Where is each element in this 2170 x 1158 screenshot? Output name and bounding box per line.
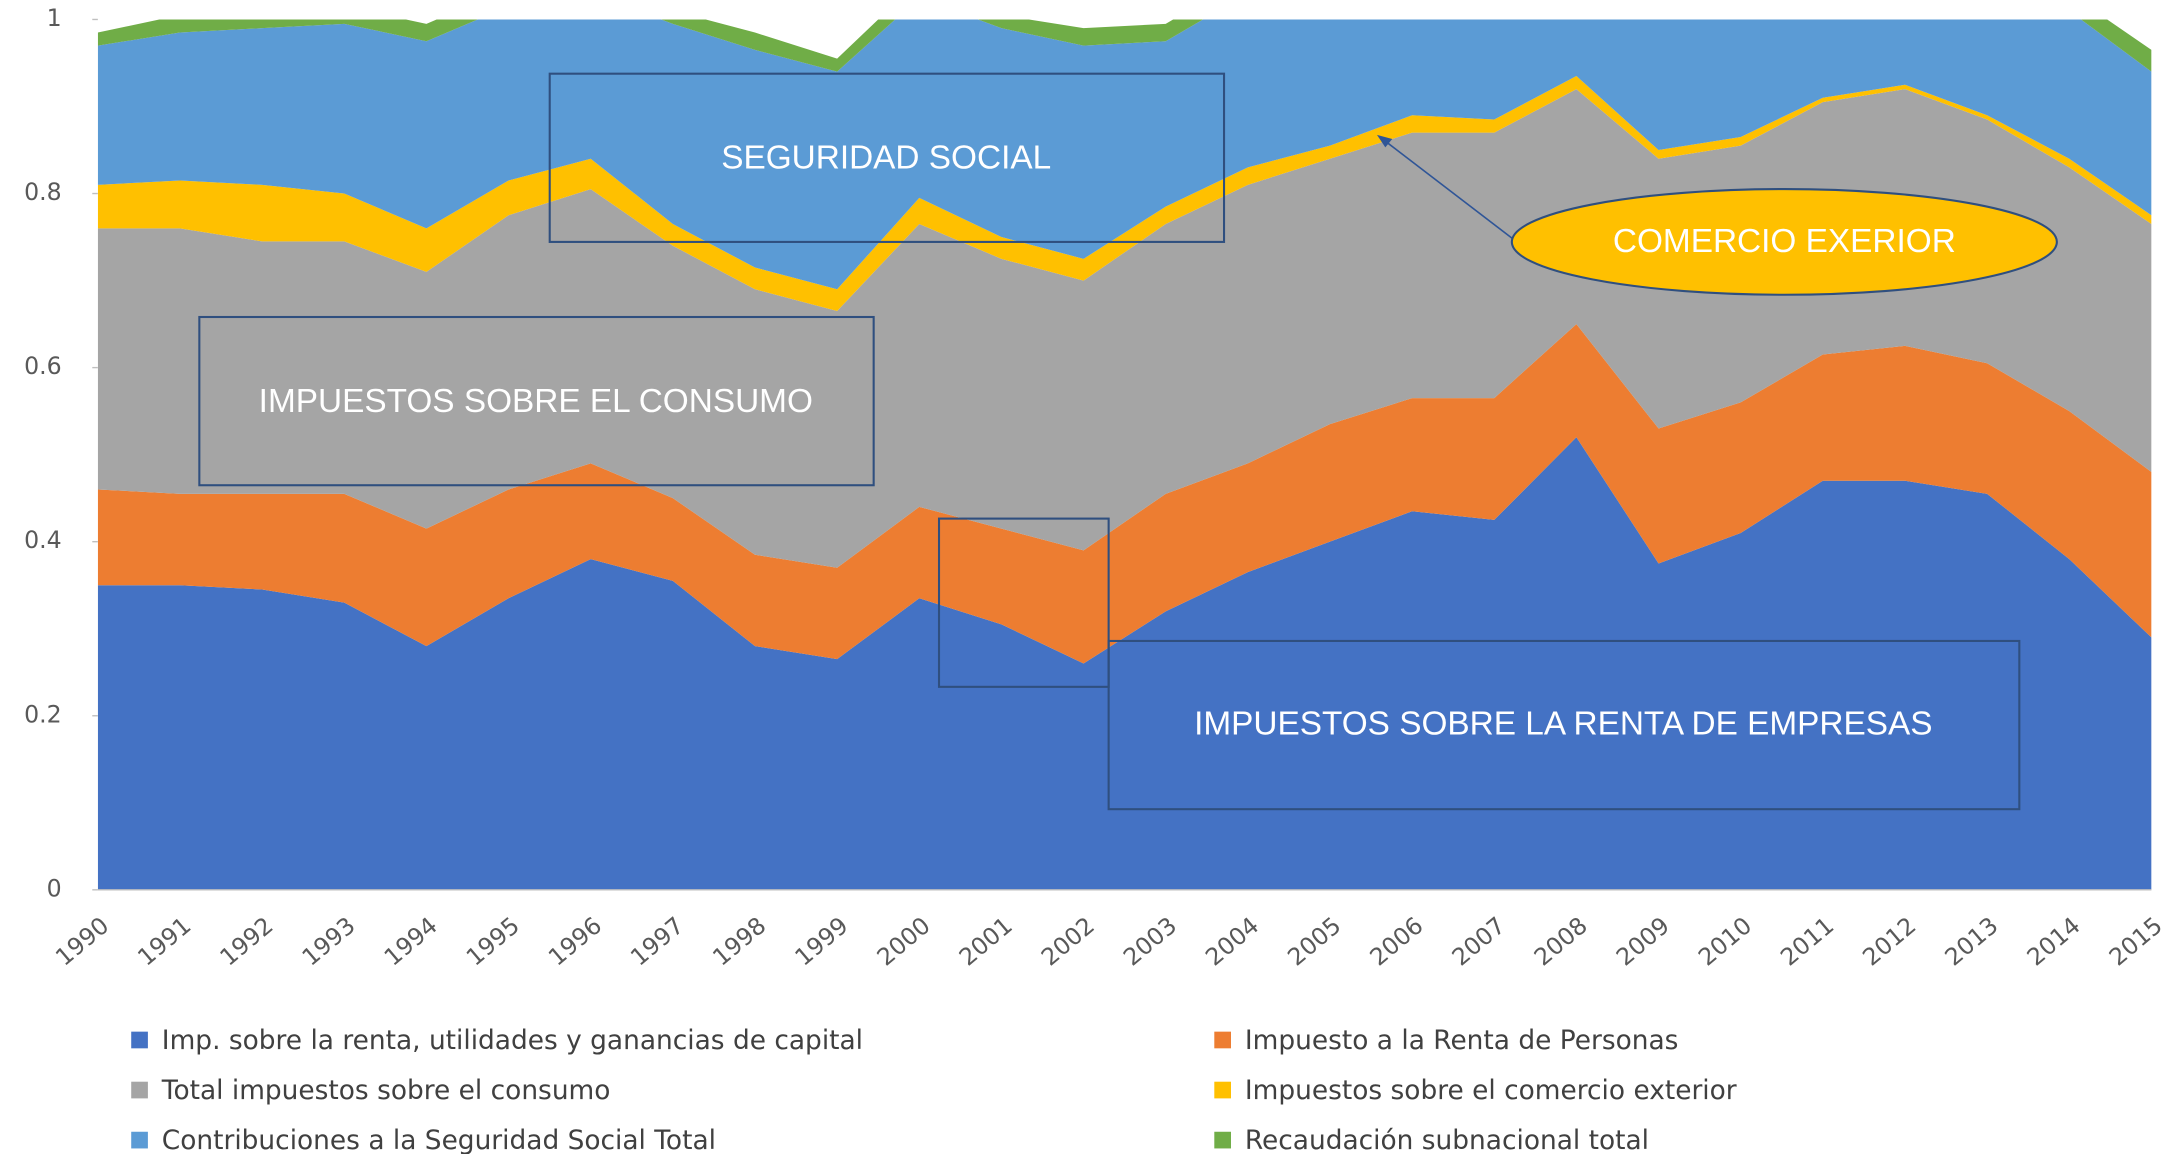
annotation-ellipse xyxy=(1510,188,2058,296)
annotations: SEGURIDAD SOCIAL COMERCIO EXERIOR IMPUES… xyxy=(198,72,2058,811)
arrow xyxy=(1382,138,1514,240)
y-tick-label: 1 xyxy=(47,4,62,32)
x-tick-label: 2010 xyxy=(1693,911,1757,971)
x-tick-label: 2003 xyxy=(1118,911,1182,971)
x-tick-label: 1994 xyxy=(379,911,443,971)
x-tick-label: 1996 xyxy=(543,911,607,971)
annotation: COMERCIO EXERIOR xyxy=(1613,223,1956,260)
y-tick-label: 0.8 xyxy=(24,178,62,206)
annotation: IMPUESTOS SOBRE EL CONSUMO xyxy=(259,383,813,420)
legend-label: Total impuestos sobre el consumo xyxy=(161,1075,611,1106)
x-tick-label: 2006 xyxy=(1364,911,1428,971)
y-tick-label: 0 xyxy=(47,874,62,902)
arrow-head xyxy=(1376,134,1393,148)
y-tick-label: 0.4 xyxy=(24,526,62,554)
y-tick-label: 0.2 xyxy=(24,700,62,728)
annotation-box xyxy=(1107,639,2021,811)
x-tick-label: 2000 xyxy=(872,911,936,971)
x-tick-label: 2004 xyxy=(1200,911,1264,971)
legend-swatch xyxy=(131,1031,148,1049)
legend-label: Recaudación subnacional total xyxy=(1245,1125,1649,1154)
legend-swatch xyxy=(131,1131,148,1149)
legend-swatch xyxy=(1214,1131,1231,1149)
area xyxy=(97,324,2152,664)
x-tick-label: 2015 xyxy=(2104,911,2168,971)
x-tick-label: 1995 xyxy=(461,911,525,971)
y-tick-label: 0.6 xyxy=(24,352,62,380)
x-tick-label: 1992 xyxy=(214,911,278,971)
x-tick-label: 2008 xyxy=(1529,911,1593,971)
annotation: SEGURIDAD SOCIAL xyxy=(721,140,1051,177)
area xyxy=(97,19,2152,290)
annotation-box xyxy=(548,72,1226,243)
x-tick-label: 2007 xyxy=(1447,911,1511,971)
x-tick-label: 2011 xyxy=(1775,911,1839,971)
x-tick-label: 1990 xyxy=(50,911,114,971)
x-tick-label: 2012 xyxy=(1857,911,1921,971)
areas xyxy=(97,19,2152,890)
x-tick-label: 2002 xyxy=(1036,911,1100,971)
area xyxy=(97,76,2152,312)
legend-label: Imp. sobre la renta, utilidades y gananc… xyxy=(162,1025,863,1056)
annotation-box xyxy=(198,315,875,487)
area xyxy=(97,19,2152,72)
x-tick-label: 2014 xyxy=(2022,911,2086,971)
area xyxy=(97,437,2152,890)
x-tick-label: 2005 xyxy=(1282,911,1346,971)
x-tick-label: 1997 xyxy=(625,911,689,971)
annotation-box xyxy=(937,517,1110,688)
x-tick-label: 2013 xyxy=(1939,911,2003,971)
legend-swatch xyxy=(1214,1031,1231,1049)
annotation: IMPUESTOS SOBRE LA RENTA DE EMPRESAS xyxy=(1194,706,1932,743)
x-tick-label: 1998 xyxy=(707,911,771,971)
legend-label: Impuestos sobre el comercio exterior xyxy=(1245,1075,1737,1106)
legend-label: Impuesto a la Renta de Personas xyxy=(1245,1025,1679,1056)
x-tick-label: 1999 xyxy=(789,911,853,971)
x-tick-label: 1991 xyxy=(132,911,196,971)
x-tick-label: 2009 xyxy=(1611,911,1675,971)
x-tick-label: 2001 xyxy=(954,911,1018,971)
x-tick-label: 1993 xyxy=(297,911,361,971)
legend-label: Contribuciones a la Seguridad Social Tot… xyxy=(162,1125,716,1154)
legend-swatch xyxy=(1214,1081,1231,1099)
legend-swatch xyxy=(131,1081,148,1099)
